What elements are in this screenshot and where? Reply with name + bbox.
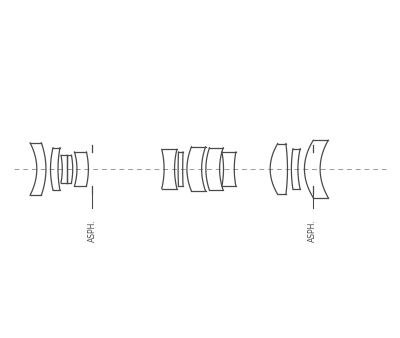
Text: ASPH.: ASPH.: [308, 220, 317, 242]
Text: ASPH.: ASPH.: [88, 220, 97, 242]
